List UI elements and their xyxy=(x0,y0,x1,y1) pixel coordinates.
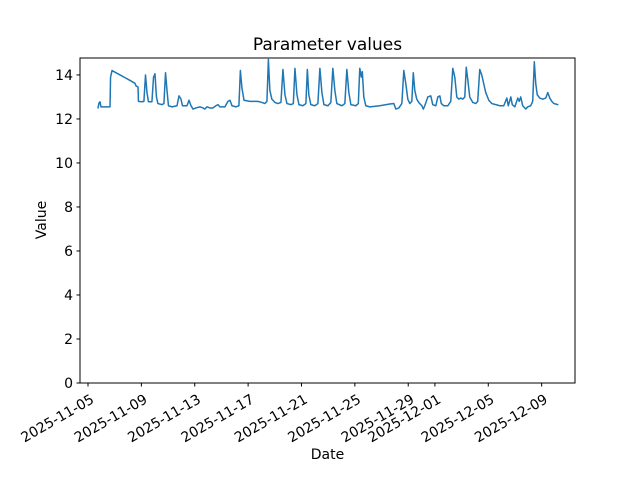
y-tick-label: 2 xyxy=(64,332,73,348)
y-tick-label: 10 xyxy=(55,156,73,172)
y-axis-label: Value xyxy=(34,201,50,239)
plot-frame xyxy=(79,57,576,384)
y-axis-ticks: 0 2 4 6 8 10 12 14 xyxy=(55,68,80,392)
y-tick-label: 4 xyxy=(64,288,73,304)
y-tick-label: 14 xyxy=(55,68,73,84)
series-group xyxy=(97,58,559,110)
y-tick-label: 6 xyxy=(64,244,73,260)
series-line xyxy=(97,58,559,110)
y-tick-label: 8 xyxy=(64,200,73,216)
x-axis-ticks: 2025-11-052025-11-092025-11-132025-11-17… xyxy=(19,383,551,446)
chart-title: Parameter values xyxy=(253,35,402,55)
x-axis-label: Date xyxy=(311,447,344,463)
y-tick-label: 12 xyxy=(55,112,73,128)
y-tick-label: 0 xyxy=(64,376,73,392)
